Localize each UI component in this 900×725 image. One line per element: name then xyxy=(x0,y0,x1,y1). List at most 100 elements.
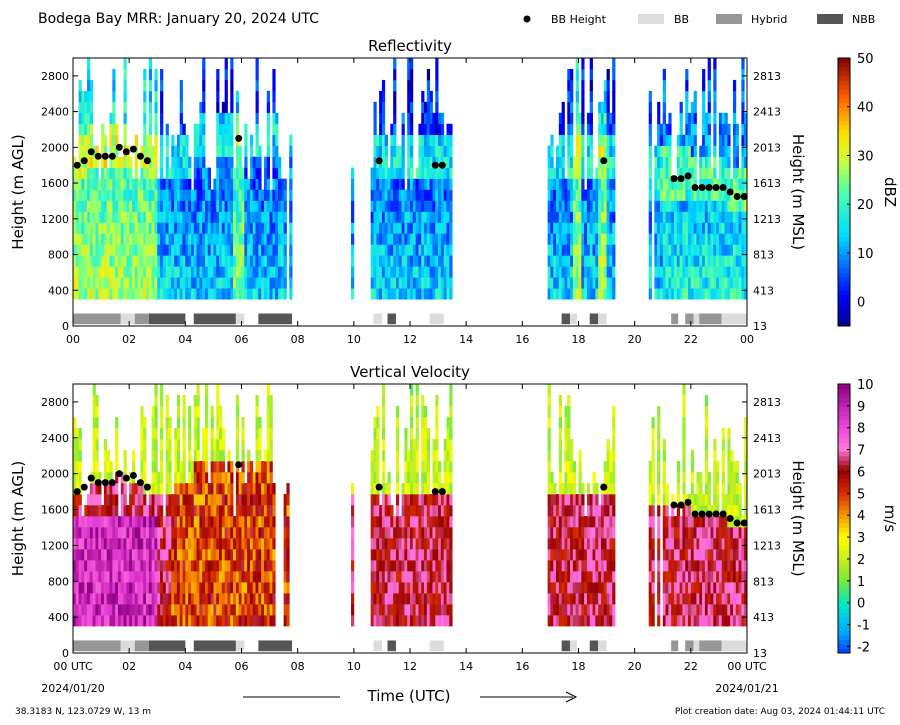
heatmap-cell xyxy=(381,615,386,627)
heatmap-cell xyxy=(421,200,425,212)
heatmap-cell xyxy=(182,549,186,561)
heatmap-cell xyxy=(255,483,259,495)
heatmap-cell xyxy=(429,156,433,168)
heatmap-cell xyxy=(443,277,447,289)
heatmap-cell xyxy=(424,461,428,473)
heatmap-cell xyxy=(432,123,436,136)
heatmap-cell xyxy=(575,527,579,539)
heatmap-cell xyxy=(592,483,596,495)
heatmap-cell xyxy=(556,615,560,627)
heatmap-cell xyxy=(412,222,417,234)
heatmap-cell xyxy=(410,560,414,572)
heatmap-cell xyxy=(707,288,711,300)
heatmap-cell xyxy=(578,189,582,201)
heatmap-cell xyxy=(401,560,405,572)
heatmap-cell xyxy=(101,604,105,616)
heatmap-cell xyxy=(238,505,242,517)
heatmap-cell xyxy=(393,549,397,561)
heatmap-cell xyxy=(227,604,231,616)
heatmap-cell xyxy=(553,277,557,289)
heatmap-cell xyxy=(612,505,616,517)
heatmap-cell xyxy=(561,527,565,539)
heatmap-cell xyxy=(603,277,607,289)
heatmap-cell xyxy=(404,538,408,550)
heatmap-cell xyxy=(556,604,560,616)
x-tick-label: 16 xyxy=(515,333,529,346)
heatmap-cell xyxy=(140,178,144,190)
heatmap-cell xyxy=(261,505,265,517)
heatmap-cell xyxy=(269,233,273,245)
heatmap-cell xyxy=(407,233,411,245)
heatmap-cell xyxy=(673,233,678,245)
heatmap-cell xyxy=(185,222,189,234)
heatmap-cell xyxy=(233,222,237,234)
heatmap-cell xyxy=(154,134,158,147)
heatmap-cell xyxy=(679,288,683,300)
heatmap-cell xyxy=(95,255,99,267)
heatmap-cell xyxy=(151,494,155,506)
heatmap-cell xyxy=(426,79,431,92)
heatmap-cell xyxy=(561,560,565,572)
heatmap-cell xyxy=(418,593,422,605)
heatmap-cell xyxy=(165,255,169,267)
heatmap-cell xyxy=(648,571,652,583)
heatmap-cell xyxy=(193,233,197,245)
heatmap-cell xyxy=(219,439,223,451)
heatmap-cell xyxy=(182,277,186,289)
heatmap-cell xyxy=(682,244,686,256)
heatmap-cell xyxy=(732,123,737,136)
heatmap-cell xyxy=(440,538,445,550)
heatmap-cell xyxy=(570,593,574,605)
heatmap-cell xyxy=(424,244,428,256)
heatmap-cell xyxy=(657,439,661,451)
heatmap-cell xyxy=(556,145,560,157)
heatmap-cell xyxy=(657,189,661,201)
heatmap-cell xyxy=(572,472,577,484)
heatmap-cell xyxy=(407,615,411,627)
heatmap-cell xyxy=(92,222,96,234)
heatmap-cell xyxy=(143,417,147,429)
heatmap-cell xyxy=(176,395,181,407)
heatmap-cell xyxy=(109,516,113,528)
heatmap-cell xyxy=(561,123,565,136)
heatmap-cell xyxy=(713,233,717,245)
heatmap-cell xyxy=(216,288,220,300)
heatmap-cell xyxy=(87,560,91,572)
heatmap-cell xyxy=(676,178,680,190)
heatmap-cell xyxy=(550,266,554,278)
heatmap-cell xyxy=(744,277,748,289)
heatmap-cell xyxy=(567,68,571,81)
heatmap-cell xyxy=(134,222,138,234)
heatmap-cell xyxy=(654,189,658,201)
colorbar-step xyxy=(838,178,850,184)
heatmap-cell xyxy=(160,604,164,616)
heatmap-cell xyxy=(558,428,563,440)
heatmap-cell xyxy=(81,604,85,616)
heatmap-cell xyxy=(117,200,122,212)
heatmap-cell xyxy=(429,516,433,528)
heatmap-cell xyxy=(174,582,178,594)
heatmap-cell xyxy=(210,406,214,418)
heatmap-cell xyxy=(387,266,391,278)
heatmap-cell xyxy=(415,178,419,190)
heatmap-cell xyxy=(115,527,119,539)
heatmap-cell xyxy=(432,516,436,528)
heatmap-cell xyxy=(196,167,200,179)
heatmap-cell xyxy=(426,211,431,223)
heatmap-cell xyxy=(95,222,99,234)
heatmap-cell xyxy=(421,266,425,278)
heatmap-cell xyxy=(713,58,717,70)
heatmap-cell xyxy=(219,156,223,168)
heatmap-cell xyxy=(612,593,616,605)
heatmap-cell xyxy=(556,582,560,594)
heatmap-cell xyxy=(395,406,400,418)
heatmap-cell xyxy=(193,483,197,495)
heatmap-cell xyxy=(255,417,259,429)
heatmap-cell xyxy=(558,450,563,462)
heatmap-cell xyxy=(185,582,189,594)
heatmap-cell xyxy=(204,483,209,495)
heatmap-cell xyxy=(606,277,610,289)
heatmap-cell xyxy=(283,549,287,561)
heatmap-cell xyxy=(376,178,380,190)
heatmap-cell xyxy=(716,233,720,245)
